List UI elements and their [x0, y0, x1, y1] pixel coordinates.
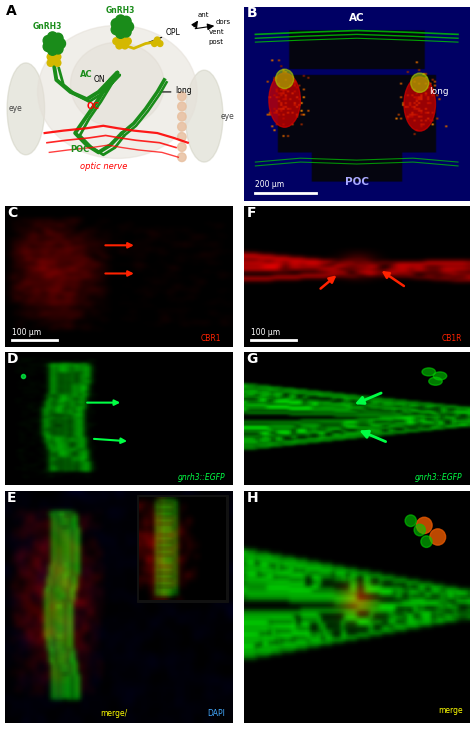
Bar	[137, 495, 228, 602]
Text: POC: POC	[345, 177, 369, 188]
Text: merge: merge	[438, 707, 463, 715]
Ellipse shape	[410, 73, 428, 93]
Circle shape	[111, 25, 121, 34]
Circle shape	[54, 53, 61, 61]
Circle shape	[119, 35, 125, 42]
Circle shape	[116, 15, 126, 25]
Text: ant: ant	[197, 12, 209, 18]
Text: AC: AC	[80, 70, 92, 80]
Text: E: E	[7, 491, 17, 505]
Ellipse shape	[404, 77, 436, 131]
Circle shape	[118, 23, 126, 31]
Circle shape	[422, 368, 436, 376]
Ellipse shape	[185, 70, 223, 162]
Ellipse shape	[71, 42, 164, 127]
Text: A: A	[6, 4, 17, 18]
Circle shape	[178, 92, 186, 101]
Ellipse shape	[37, 26, 197, 158]
Text: DAPI: DAPI	[208, 709, 226, 718]
Circle shape	[55, 39, 65, 49]
Circle shape	[405, 515, 416, 526]
Circle shape	[116, 42, 122, 49]
Circle shape	[421, 536, 432, 548]
Circle shape	[152, 41, 157, 47]
Text: CB1R: CB1R	[442, 334, 463, 343]
Text: vent: vent	[209, 29, 225, 35]
Circle shape	[125, 38, 131, 45]
Text: CBR1: CBR1	[201, 334, 221, 343]
Circle shape	[43, 42, 53, 52]
Text: post: post	[209, 39, 224, 45]
Circle shape	[430, 529, 446, 545]
Circle shape	[416, 518, 432, 534]
Circle shape	[121, 27, 131, 37]
Circle shape	[121, 16, 131, 26]
Circle shape	[122, 42, 128, 49]
Text: gnrh3::EGFP: gnrh3::EGFP	[415, 473, 463, 482]
Circle shape	[178, 153, 186, 161]
Text: GnRH3: GnRH3	[106, 7, 135, 15]
Ellipse shape	[7, 63, 45, 155]
Circle shape	[433, 372, 447, 380]
Circle shape	[178, 143, 186, 151]
Circle shape	[54, 60, 61, 66]
Circle shape	[178, 123, 186, 131]
Text: D: D	[7, 352, 18, 366]
Ellipse shape	[276, 69, 293, 88]
Text: eye: eye	[8, 104, 22, 113]
Text: dors: dors	[216, 19, 231, 26]
Circle shape	[47, 32, 57, 42]
Text: GnRH3: GnRH3	[33, 22, 62, 31]
Circle shape	[178, 112, 186, 121]
Text: H: H	[246, 491, 258, 505]
Circle shape	[47, 60, 54, 66]
Text: C: C	[7, 206, 17, 220]
Text: merge/: merge/	[100, 709, 128, 718]
Text: B: B	[246, 6, 257, 20]
Circle shape	[178, 102, 186, 111]
Circle shape	[428, 377, 442, 385]
Text: long: long	[428, 88, 448, 96]
Circle shape	[116, 28, 126, 38]
Circle shape	[113, 38, 119, 45]
Text: OC: OC	[87, 102, 100, 111]
Text: G: G	[246, 352, 258, 366]
Circle shape	[43, 36, 53, 46]
Text: 200 μm: 200 μm	[255, 180, 284, 189]
Text: F: F	[246, 206, 256, 220]
Circle shape	[178, 133, 186, 142]
Circle shape	[157, 41, 163, 47]
Ellipse shape	[269, 73, 301, 127]
Circle shape	[53, 44, 63, 54]
Text: 100 μm: 100 μm	[11, 328, 41, 337]
Circle shape	[414, 524, 425, 536]
Text: optic nerve: optic nerve	[80, 162, 127, 172]
Circle shape	[124, 22, 134, 31]
Circle shape	[47, 53, 54, 61]
Circle shape	[53, 33, 63, 43]
Circle shape	[47, 45, 57, 55]
Text: OPL: OPL	[165, 28, 180, 37]
Text: ON: ON	[94, 75, 106, 84]
Text: gnrh3::EGFP: gnrh3::EGFP	[178, 473, 226, 482]
Text: AC: AC	[349, 13, 365, 23]
Text: 100 μm: 100 μm	[251, 328, 280, 337]
Circle shape	[155, 37, 160, 43]
Circle shape	[51, 57, 57, 64]
Circle shape	[111, 19, 121, 28]
Circle shape	[50, 39, 58, 47]
Text: long: long	[175, 86, 191, 95]
Text: POC: POC	[71, 145, 90, 154]
Text: eye: eye	[220, 112, 234, 120]
